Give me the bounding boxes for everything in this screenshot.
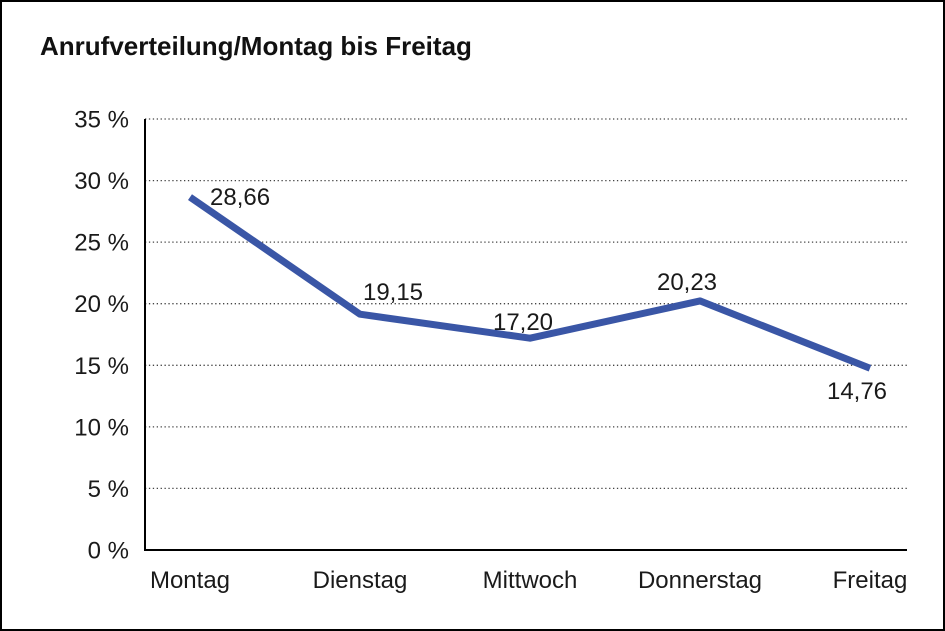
chart-title: Anrufverteilung/Montag bis Freitag: [40, 31, 472, 61]
y-tick-label: 10 %: [74, 414, 129, 441]
y-tick-label: 35 %: [74, 107, 129, 134]
y-tick-label: 25 %: [74, 230, 129, 257]
x-axis-label: Montag: [150, 567, 230, 594]
data-point-label: 28,66: [210, 184, 270, 211]
y-tick-label: 5 %: [88, 476, 129, 503]
data-point-label: 19,15: [363, 279, 423, 306]
y-tick-label: 30 %: [74, 168, 129, 195]
data-point-label: 17,20: [493, 309, 553, 336]
data-point-label: 14,76: [827, 378, 887, 405]
data-line: [188, 194, 872, 372]
x-axis-label: Freitag: [833, 567, 908, 594]
y-tick-label: 20 %: [74, 291, 129, 318]
x-axis-label: Dienstag: [313, 567, 408, 594]
x-axis-label: Donnerstag: [638, 567, 762, 594]
x-axis-label: Mittwoch: [483, 567, 578, 594]
y-tick-label: 0 %: [88, 538, 129, 565]
data-point-label: 20,23: [657, 269, 717, 296]
y-tick-label: 15 %: [74, 353, 129, 380]
